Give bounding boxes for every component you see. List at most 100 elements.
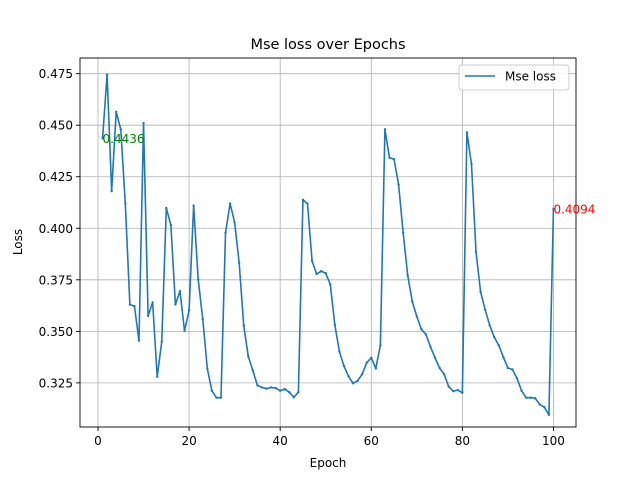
data-point: [105, 73, 109, 76]
data-point: [356, 379, 359, 383]
data-point: [160, 340, 163, 343]
data-point: [470, 162, 473, 166]
data-point: [146, 314, 150, 318]
data-point: [406, 274, 409, 277]
data-point: [342, 364, 346, 368]
data-point: [515, 377, 519, 380]
data-points: [101, 73, 555, 417]
data-point: [529, 396, 532, 399]
data-point: [315, 272, 318, 276]
data-point: [461, 391, 464, 394]
data-point: [101, 137, 104, 140]
x-tick-label: 0: [94, 434, 102, 448]
annotations: 0.4436 0.4094: [103, 132, 596, 217]
y-tick-label: 0.475: [39, 67, 73, 81]
data-point: [178, 289, 182, 293]
data-point: [465, 131, 469, 134]
data-point: [329, 283, 332, 286]
x-tick-label: 40: [273, 434, 288, 448]
data-point: [456, 388, 460, 392]
data-point: [383, 128, 387, 131]
data-point: [347, 375, 350, 378]
plot-frame: [79, 57, 577, 428]
y-axis-ticks: 0.325 0.350 0.375 0.400 0.425 0.450 0.475: [39, 67, 80, 390]
data-point: [401, 231, 405, 235]
data-point: [169, 223, 173, 227]
x-tick-label: 100: [542, 434, 565, 448]
data-point: [301, 198, 305, 202]
data-point: [520, 389, 523, 392]
data-point: [483, 308, 487, 311]
y-tick-label: 0.325: [39, 376, 73, 390]
data-point: [128, 303, 132, 306]
data-point: [174, 303, 177, 306]
data-point: [278, 389, 282, 392]
data-point: [534, 397, 537, 400]
annotation-label: 0.4436: [103, 132, 145, 146]
data-point: [493, 335, 496, 339]
data-point: [265, 387, 268, 390]
data-point: [438, 366, 441, 370]
chart-title: Mse loss over Epochs: [250, 37, 405, 53]
data-point: [206, 367, 209, 370]
data-point: [397, 183, 400, 186]
data-point: [137, 339, 141, 342]
data-point: [338, 350, 341, 353]
data-point: [547, 413, 551, 417]
data-point: [310, 259, 314, 263]
data-point: [538, 403, 541, 406]
data-point: [156, 375, 159, 378]
data-point: [374, 367, 378, 370]
data-point: [260, 386, 264, 389]
x-tick-label: 60: [364, 434, 379, 448]
data-point: [269, 386, 273, 389]
data-point: [392, 158, 396, 161]
data-point: [411, 300, 414, 303]
data-point: [215, 396, 218, 399]
legend-box: [458, 64, 570, 91]
data-point: [442, 373, 446, 376]
data-point: [292, 396, 296, 399]
data-point: [360, 373, 364, 376]
data-point: [119, 128, 122, 131]
data-point: [133, 304, 136, 308]
data-point: [142, 121, 145, 125]
data-point: [543, 406, 546, 409]
data-point: [429, 345, 432, 349]
data-point: [306, 202, 309, 205]
data-point: [110, 189, 113, 193]
data-point: [288, 390, 291, 394]
data-point: [210, 389, 214, 392]
x-axis-ticks: 0 20 40 60 80 100: [94, 427, 565, 448]
data-point: [447, 385, 450, 388]
data-point: [274, 386, 277, 390]
legend: Mse loss: [458, 64, 570, 91]
data-point: [242, 324, 245, 327]
x-axis-label: Epoch: [310, 456, 347, 470]
data-point: [319, 269, 323, 273]
data-point: [506, 366, 510, 370]
data-point: [219, 396, 223, 399]
data-point: [333, 323, 337, 326]
data-point: [351, 382, 355, 385]
data-point: [187, 309, 191, 312]
y-tick-label: 0.450: [39, 119, 73, 133]
data-point: [256, 384, 259, 387]
data-point: [388, 156, 391, 159]
data-point: [415, 315, 419, 318]
x-tick-label: 20: [181, 434, 196, 448]
data-point: [474, 250, 478, 254]
data-point: [420, 328, 423, 331]
data-point: [370, 356, 373, 359]
y-tick-label: 0.425: [39, 170, 73, 184]
data-point: [297, 390, 300, 394]
data-point: [237, 261, 241, 265]
data-point: [201, 317, 204, 321]
data-point: [224, 231, 227, 235]
legend-label-mse-loss: Mse loss: [505, 70, 556, 84]
data-point: [283, 387, 286, 391]
data-point: [165, 206, 168, 210]
y-tick-label: 0.400: [39, 222, 73, 236]
y-tick-label: 0.350: [39, 325, 73, 339]
